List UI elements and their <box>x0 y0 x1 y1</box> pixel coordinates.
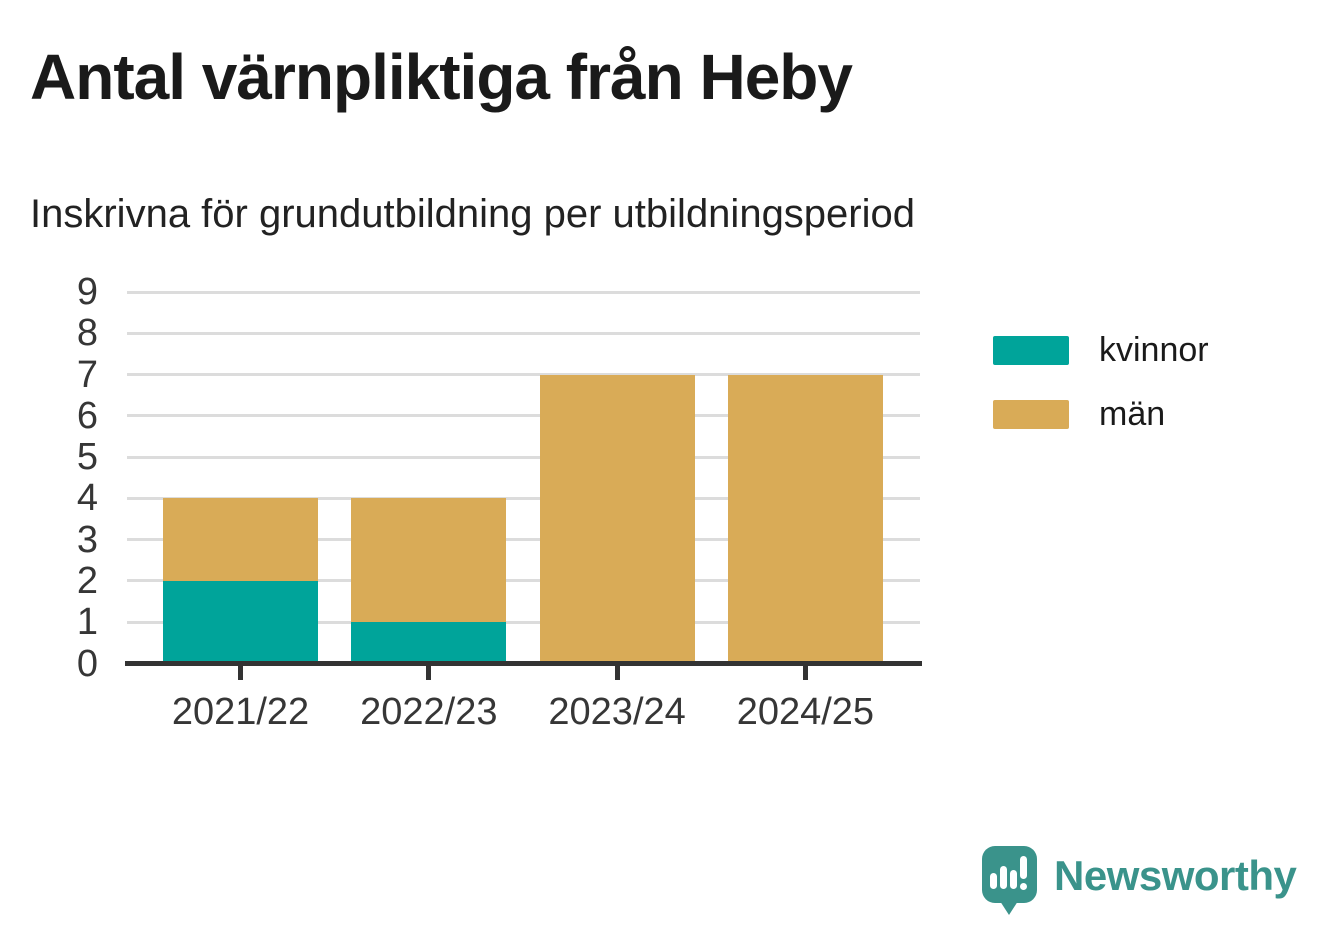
y-tick-label: 8 <box>76 312 98 355</box>
chart-title: Antal värnpliktiga från Heby <box>30 41 853 113</box>
x-tick-label: 2023/24 <box>548 691 686 733</box>
gridline-y1 <box>127 620 920 624</box>
bar-segment-män <box>727 374 883 664</box>
newsworthy-logo-icon <box>982 846 1037 915</box>
y-tick-label: 4 <box>76 477 98 520</box>
legend-item-kvinnor: kvinnor <box>993 332 1209 368</box>
gridline-y9 <box>127 290 920 294</box>
x-axis-tick <box>238 666 243 680</box>
bar-segment-kvinnor <box>351 622 507 664</box>
legend-item-män: män <box>993 396 1209 432</box>
newsworthy-logo-text: Newsworthy <box>1054 852 1297 899</box>
legend-label-kvinnor: kvinnor <box>1099 331 1209 369</box>
y-tick-label: 7 <box>76 353 98 396</box>
y-tick-label: 0 <box>76 642 98 685</box>
x-tick-label: 2021/22 <box>171 691 310 733</box>
legend: kvinnor män <box>993 332 1209 432</box>
gridline-y5 <box>127 455 920 459</box>
x-tick-label: 2024/25 <box>736 691 875 733</box>
x-tick-label: 2022/23 <box>360 691 498 733</box>
bar-segment-män <box>163 498 318 581</box>
x-axis-line <box>125 661 922 666</box>
x-axis-tick <box>802 666 808 680</box>
gridline-y6 <box>127 414 920 418</box>
bar-segment-män <box>539 374 695 664</box>
chart-subtitle: Inskrivna för grundutbildning per utbild… <box>30 192 915 236</box>
bar-segment-kvinnor <box>163 580 318 664</box>
y-tick-label: 1 <box>76 601 98 644</box>
x-axis-tick <box>426 666 432 680</box>
legend-label-män: män <box>1099 395 1166 433</box>
gridline-y2 <box>127 579 920 583</box>
bar-segment-män <box>351 498 507 623</box>
gridline-y7 <box>127 373 920 377</box>
y-tick-label: 5 <box>76 436 98 479</box>
gridline-y4 <box>127 496 920 500</box>
y-tick-label: 9 <box>76 271 98 313</box>
gridline-y8 <box>127 331 920 335</box>
legend-swatch-män <box>993 399 1069 429</box>
newsworthy-logo: Newsworthy <box>982 846 1297 918</box>
x-axis-tick <box>614 666 620 680</box>
y-tick-label: 3 <box>76 518 98 561</box>
y-tick-label: 2 <box>76 559 98 602</box>
legend-swatch-kvinnor <box>993 335 1069 365</box>
y-tick-label: 6 <box>76 394 98 437</box>
gridline-y3 <box>127 538 920 542</box>
